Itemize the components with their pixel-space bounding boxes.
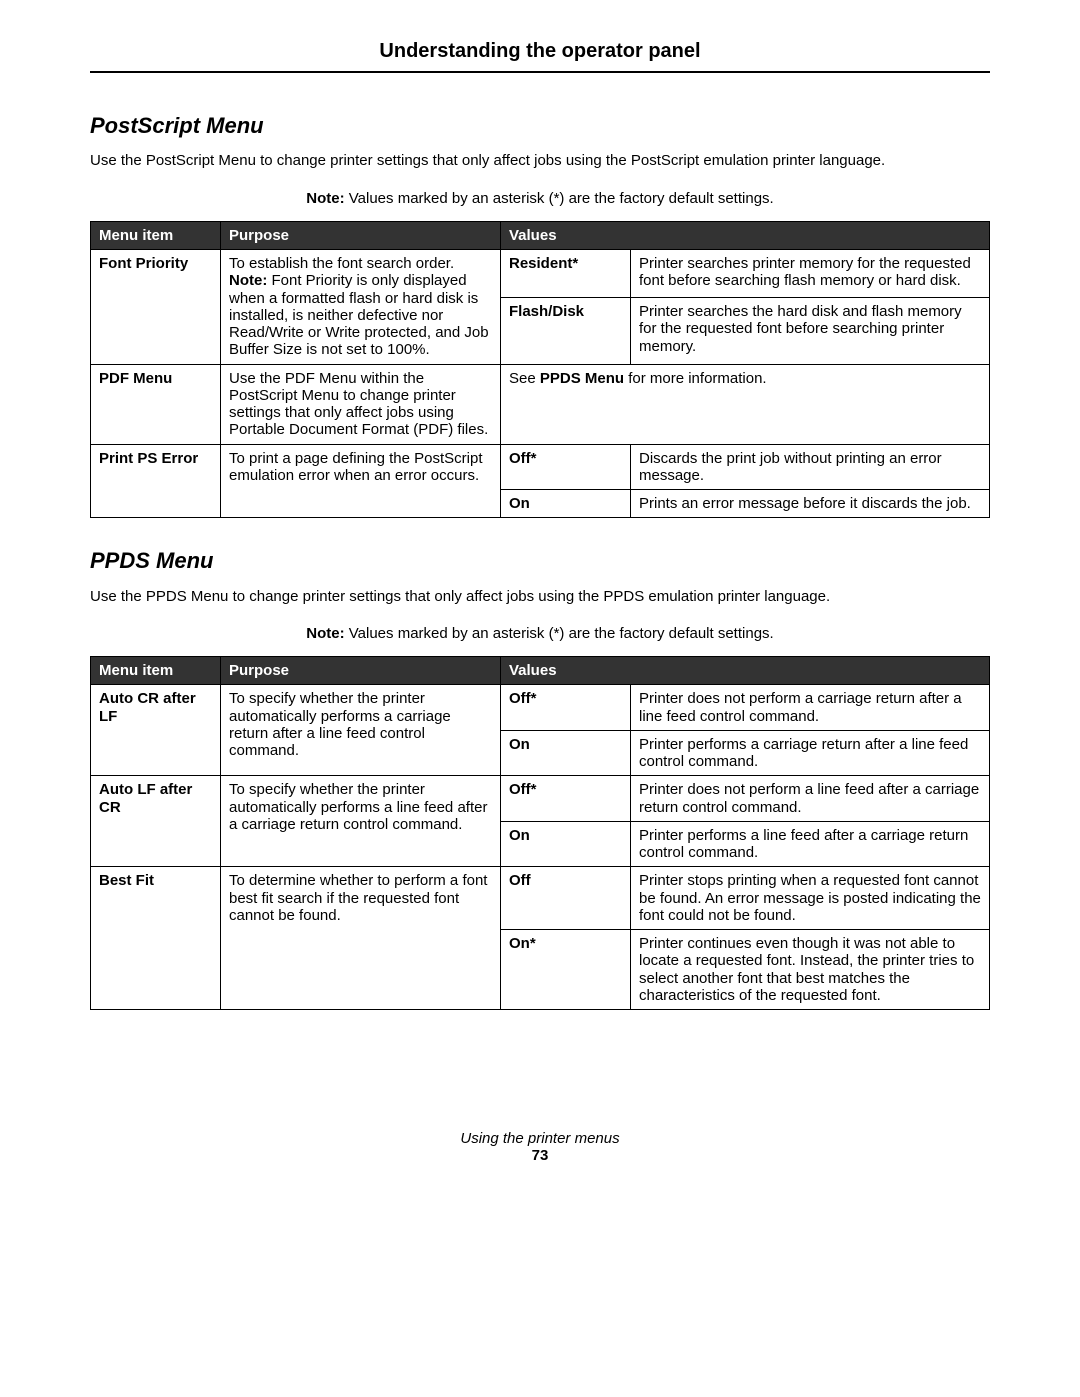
purpose-note-label: Note: [229,272,267,289]
section-intro: Use the PPDS Menu to change printer sett… [90,588,990,605]
section-title-ppds: PPDS Menu [90,548,990,573]
item-label: Font Priority [99,255,188,272]
cell-desc: Printer continues even though it was not… [631,930,990,1010]
header-purpose: Purpose [221,657,501,685]
value-label: Off* [509,450,537,467]
table-row: Auto LF after CR To specify whether the … [91,776,990,822]
cell-desc: Discards the print job without printing … [631,444,990,490]
cell-desc: Printer does not perform a line feed aft… [631,776,990,822]
heading-rule [90,71,990,73]
value-label: Off* [509,690,537,707]
cell-purpose: To determine whether to perform a font b… [221,867,501,1010]
combined-bold: PPDS Menu [540,370,624,387]
section-note: Note: Values marked by an asterisk (*) a… [90,625,990,642]
value-label: Flash/Disk [509,303,584,320]
header-menu-item: Menu item [91,657,221,685]
page-number: 73 [90,1147,990,1164]
cell-value: Flash/Disk [501,298,631,364]
cell-item: Font Priority [91,250,221,365]
item-label: Auto LF after CR [99,781,192,815]
cell-purpose: To establish the font search order. Note… [221,250,501,365]
item-label: Auto CR after LF [99,690,196,724]
table-row: Auto CR after LF To specify whether the … [91,685,990,731]
cell-value: Off [501,867,631,930]
cell-desc: Printer does not perform a carriage retu… [631,685,990,731]
combined-prefix: See [509,370,540,387]
cell-item: PDF Menu [91,364,221,444]
cell-purpose: Use the PDF Menu within the PostScript M… [221,364,501,444]
table-header-row: Menu item Purpose Values [91,657,990,685]
cell-purpose: To specify whether the printer automatic… [221,685,501,776]
purpose-note-text: Font Priority is only displayed when a f… [229,272,489,358]
cell-item: Auto LF after CR [91,776,221,867]
cell-purpose: To print a page defining the PostScript … [221,444,501,518]
cell-desc: Printer stops printing when a requested … [631,867,990,930]
value-label: Off* [509,781,537,798]
note-label: Note: [306,190,344,207]
cell-value: Off* [501,444,631,490]
note-label: Note: [306,625,344,642]
footer-text: Using the printer menus [460,1130,619,1147]
value-label: On* [509,935,536,952]
cell-combined: See PPDS Menu for more information. [501,364,990,444]
note-text: Values marked by an asterisk (*) are the… [345,625,774,642]
cell-desc: Prints an error message before it discar… [631,490,990,518]
value-label: On [509,827,530,844]
value-label: On [509,495,530,512]
postscript-menu-table: Menu item Purpose Values Font Priority T… [90,221,990,519]
value-label: On [509,736,530,753]
section-title-postscript: PostScript Menu [90,113,990,138]
purpose-main: To establish the font search order. [229,255,454,272]
cell-desc: Printer performs a line feed after a car… [631,821,990,867]
table-row: Font Priority To establish the font sear… [91,250,990,298]
table-header-row: Menu item Purpose Values [91,221,990,249]
cell-desc: Printer performs a carriage return after… [631,730,990,776]
table-row: Best Fit To determine whether to perform… [91,867,990,930]
table-row: Print PS Error To print a page defining … [91,444,990,490]
cell-item: Auto CR after LF [91,685,221,776]
value-label: Off [509,872,531,889]
cell-item: Print PS Error [91,444,221,518]
cell-value: On [501,730,631,776]
value-label: Resident* [509,255,578,272]
ppds-menu-table: Menu item Purpose Values Auto CR after L… [90,656,990,1010]
table-row: PDF Menu Use the PDF Menu within the Pos… [91,364,990,444]
cell-value: On [501,821,631,867]
section-note: Note: Values marked by an asterisk (*) a… [90,190,990,207]
section-intro: Use the PostScript Menu to change printe… [90,152,990,169]
header-values: Values [501,221,990,249]
cell-desc: Printer searches the hard disk and flash… [631,298,990,364]
header-menu-item: Menu item [91,221,221,249]
item-label: PDF Menu [99,370,172,387]
cell-value: Off* [501,776,631,822]
header-values: Values [501,657,990,685]
cell-purpose: To specify whether the printer automatic… [221,776,501,867]
header-purpose: Purpose [221,221,501,249]
cell-item: Best Fit [91,867,221,1010]
cell-value: On* [501,930,631,1010]
item-label: Print PS Error [99,450,198,467]
note-text: Values marked by an asterisk (*) are the… [345,190,774,207]
page-footer: Using the printer menus 73 [90,1130,990,1165]
item-label: Best Fit [99,872,154,889]
cell-desc: Printer searches printer memory for the … [631,250,990,298]
cell-value: On [501,490,631,518]
combined-suffix: for more information. [624,370,767,387]
page-heading: Understanding the operator panel [90,40,990,63]
cell-value: Resident* [501,250,631,298]
cell-value: Off* [501,685,631,731]
